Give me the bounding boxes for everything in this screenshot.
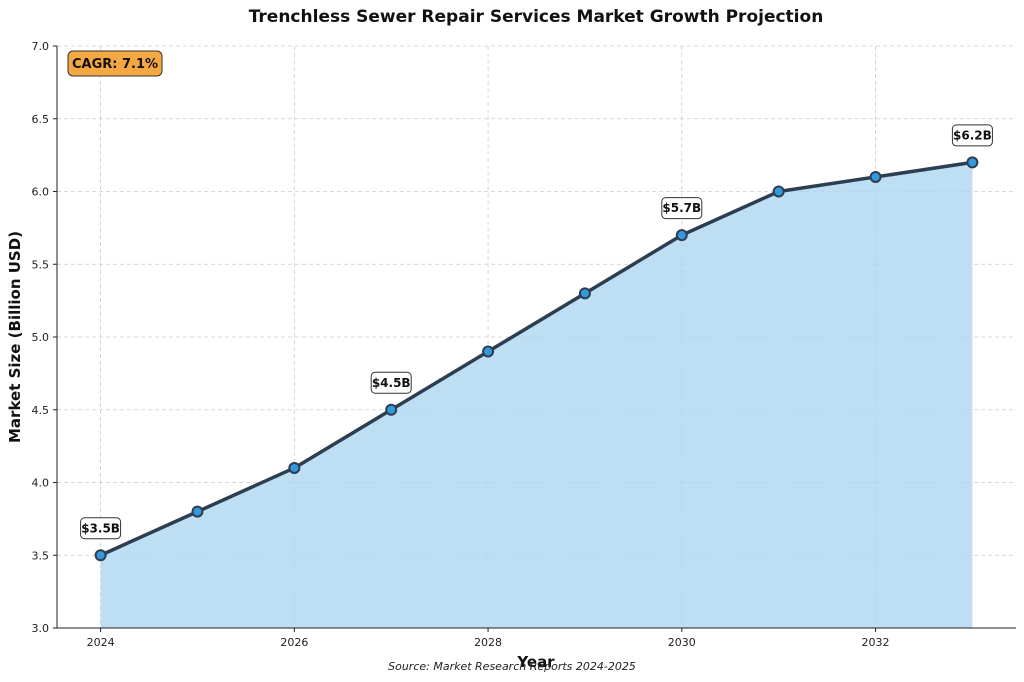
y-axis-title: Market Size (Billion USD) xyxy=(6,231,24,443)
point-label: $5.7B xyxy=(662,201,701,215)
data-point xyxy=(869,170,882,183)
point-label: $6.2B xyxy=(953,128,992,142)
data-point xyxy=(578,287,591,300)
y-tick-label: 3.0 xyxy=(32,622,50,635)
x-tick-label: 2030 xyxy=(668,636,696,649)
y-tick-label: 5.0 xyxy=(32,331,50,344)
data-point xyxy=(675,229,688,242)
data-point xyxy=(772,185,785,198)
data-point xyxy=(288,461,301,474)
data-point xyxy=(482,345,495,358)
point-labels: $3.5B $4.5B $5.7B $6.2B xyxy=(80,124,993,540)
data-point xyxy=(966,156,979,169)
data-point xyxy=(385,403,398,416)
data-point xyxy=(191,505,204,518)
point-label: $3.5B xyxy=(81,521,120,535)
chart-title: Trenchless Sewer Repair Services Market … xyxy=(249,7,824,27)
series-line xyxy=(99,160,973,557)
axis-ticks: 3.0 3.5 4.0 4.5 5.0 5.5 6.0 6.5 7.0 2024 2026 2028 2… xyxy=(32,40,890,649)
point-label-box xyxy=(80,517,122,540)
x-tick-label: 2026 xyxy=(280,636,308,649)
point-label-box xyxy=(661,197,703,220)
area-fill xyxy=(100,162,973,628)
x-tick-label: 2032 xyxy=(862,636,890,649)
source-note: Source: Market Research Reports 2024-202… xyxy=(388,660,636,673)
y-tick-label: 5.5 xyxy=(32,258,50,271)
x-axis-title: Year xyxy=(516,653,555,671)
point-label: $4.5B xyxy=(372,376,411,390)
y-tick-label: 7.0 xyxy=(32,40,50,53)
y-tick-label: 3.5 xyxy=(32,549,50,562)
x-tick-label: 2028 xyxy=(474,636,502,649)
y-tick-label: 6.5 xyxy=(32,113,50,126)
y-tick-label: 4.5 xyxy=(32,404,50,417)
cagr-box xyxy=(67,50,163,77)
point-label-box xyxy=(370,371,412,394)
data-point xyxy=(94,549,107,562)
point-label-box xyxy=(951,124,993,147)
data-points xyxy=(94,156,979,562)
cagr-badge: CAGR: 7.1% xyxy=(67,50,163,77)
y-tick-label: 4.0 xyxy=(32,477,50,490)
x-tick-label: 2024 xyxy=(87,636,115,649)
cagr-label: CAGR: 7.1% xyxy=(72,57,158,72)
y-tick-label: 6.0 xyxy=(32,186,50,199)
